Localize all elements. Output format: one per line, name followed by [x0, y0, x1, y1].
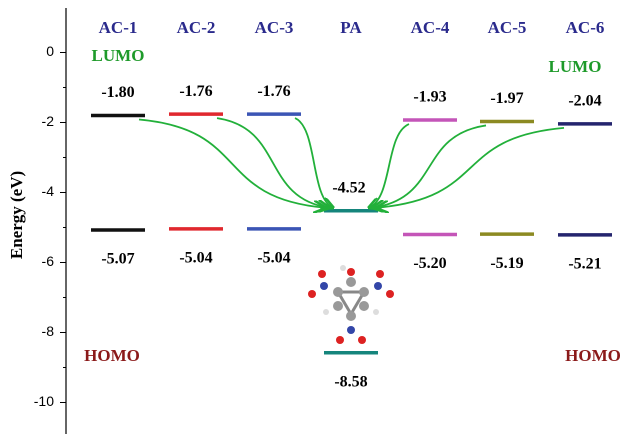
category-label: PA: [340, 18, 362, 37]
value-label: -1.80: [101, 84, 134, 101]
transfer-arrow: [369, 124, 409, 208]
y-tick-label: -8: [42, 323, 55, 339]
value-label: -5.07: [101, 251, 134, 268]
chart: Energy (eV) 0 -2 -4 -6 -8 -10 AC-1 AC-2 AC-3 PA AC…: [0, 0, 630, 434]
y-tick-label: -2: [42, 113, 55, 129]
transfer-arrow: [295, 118, 333, 208]
transfer-arrow: [217, 118, 329, 208]
homo-label: HOMO: [84, 346, 140, 365]
category-label: AC-4: [411, 18, 450, 37]
value-label: -8.58: [334, 373, 367, 390]
value-label: -5.21: [568, 256, 601, 273]
value-label: -4.52: [332, 179, 365, 196]
category-label: AC-3: [255, 18, 294, 37]
lumo-label: LUMO: [549, 57, 602, 76]
value-label: -2.04: [568, 93, 601, 110]
value-label: -1.76: [179, 83, 212, 100]
value-label: -5.20: [413, 255, 446, 272]
category-label: AC-5: [488, 18, 527, 37]
lumo-label: LUMO: [92, 46, 145, 65]
value-label: -1.97: [490, 90, 523, 107]
value-label: -1.93: [413, 89, 446, 106]
value-label: -1.76: [257, 83, 290, 100]
value-label: -5.19: [490, 255, 523, 272]
y-axis-label: Energy (eV): [7, 171, 26, 259]
homo-label: HOMO: [565, 346, 621, 365]
category-label: AC-2: [177, 18, 216, 37]
molecule: [308, 265, 394, 344]
value-label: -5.04: [179, 250, 212, 267]
y-tick-label: 0: [46, 43, 54, 59]
y-tick-label: -10: [34, 393, 54, 409]
y-tick-label: -4: [42, 183, 55, 199]
category-label: AC-1: [99, 18, 138, 37]
y-tick-label: -6: [42, 253, 55, 269]
category-label: AC-6: [566, 18, 605, 37]
value-label: -5.04: [257, 250, 290, 267]
